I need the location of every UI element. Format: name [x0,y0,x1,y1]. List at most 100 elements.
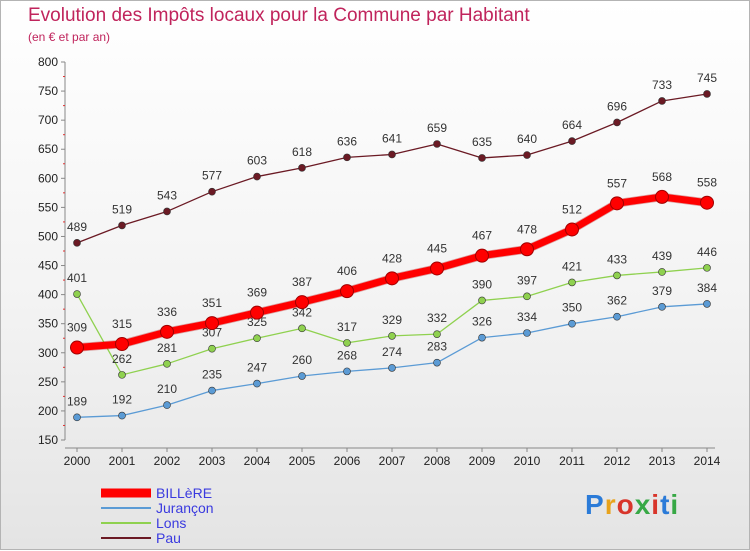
data-label-billre: 309 [67,321,87,335]
proxiti-logo: Proxiti [585,489,679,521]
data-label-billre: 315 [112,317,132,331]
data-label-pau: 659 [427,121,447,135]
legend-label-lons: Lons [156,515,186,531]
x-tick-label: 2005 [289,454,316,468]
point-lons [253,334,261,343]
data-label-juranon: 379 [652,284,672,298]
point-juranon [163,401,171,409]
data-label-juranon: 362 [607,294,627,308]
y-tick-label: 650 [38,142,58,156]
data-label-lons: 329 [382,313,402,327]
point-pau [478,154,486,162]
point-juranon [658,303,666,311]
data-label-juranon: 210 [157,382,177,396]
point-lons [658,268,666,276]
y-tick-label: 150 [38,433,58,447]
data-label-pau: 640 [517,132,537,146]
point-lons [568,278,576,287]
y-tick-label: 700 [38,113,58,127]
data-label-juranon: 326 [472,315,492,329]
logo-letter: i [670,489,680,520]
data-label-lons: 439 [652,249,672,263]
point-juranon [343,367,351,376]
y-tick-label: 600 [38,171,58,185]
data-label-pau: 664 [562,118,582,132]
legend-label-billre: BILLèRE [156,485,212,501]
x-tick-label: 2014 [694,454,721,468]
y-tick-label: 750 [38,84,58,98]
point-juranon [568,319,576,328]
point-billre [565,222,579,237]
data-label-billre: 557 [607,176,627,190]
data-label-pau: 641 [382,131,402,145]
data-label-billre: 369 [247,286,267,300]
data-label-juranon: 334 [517,310,537,324]
point-juranon [478,333,486,342]
point-billre [70,340,84,355]
data-label-lons: 317 [337,320,357,334]
data-label-juranon: 260 [292,353,312,367]
logo-letter: t [660,489,671,520]
logo-letter: x [634,489,652,520]
point-billre [430,261,444,276]
y-tick-label: 800 [38,55,58,69]
data-label-lons: 307 [202,326,222,340]
point-billre [610,196,624,211]
point-billre [295,295,309,310]
point-juranon [73,413,81,422]
data-label-pau: 745 [697,71,717,85]
point-pau [703,90,711,98]
data-label-pau: 577 [202,169,222,183]
data-label-pau: 489 [67,220,87,234]
data-label-pau: 635 [472,135,492,149]
point-juranon [613,312,621,321]
x-tick-label: 2004 [244,454,271,468]
x-tick-label: 2000 [64,454,91,468]
data-label-pau: 618 [292,145,312,159]
point-billre [160,324,174,339]
point-pau [298,164,306,172]
point-lons [433,330,441,338]
logo-letter: o [616,489,635,520]
point-juranon [118,411,126,420]
data-label-juranon: 189 [67,394,87,408]
data-label-billre: 512 [562,202,582,216]
point-billre [205,316,219,331]
data-label-juranon: 247 [247,361,267,375]
point-pau [568,137,576,145]
x-tick-label: 2002 [154,454,181,468]
point-billre [115,337,129,352]
data-label-lons: 342 [292,305,312,319]
point-juranon [433,358,441,367]
data-label-billre: 387 [292,275,312,289]
legend-label-pau: Pau [156,530,181,546]
y-tick-label: 400 [38,288,58,302]
point-billre [475,248,489,263]
point-lons [613,271,621,280]
y-tick-label: 450 [38,259,58,273]
data-label-juranon: 274 [382,345,402,359]
data-label-lons: 421 [562,259,582,273]
point-lons [703,264,711,272]
point-pau [253,172,261,181]
point-lons [73,290,81,298]
data-label-billre: 445 [427,241,447,255]
x-tick-label: 2012 [604,454,631,468]
point-lons [388,332,396,340]
data-label-lons: 325 [247,315,267,329]
x-tick-label: 2010 [514,454,541,468]
legend-label-juranon: Jurançon [156,500,214,516]
logo-letter: r [604,489,617,520]
x-tick-label: 2008 [424,454,451,468]
y-tick-label: 200 [38,404,58,418]
data-label-lons: 281 [157,341,177,355]
data-label-lons: 332 [427,311,447,325]
point-juranon [388,364,396,372]
point-pau [658,97,666,105]
data-label-billre: 467 [472,229,492,243]
data-label-lons: 397 [517,273,537,287]
data-label-billre: 336 [157,305,177,319]
data-label-lons: 262 [112,352,132,366]
point-juranon [523,329,531,337]
